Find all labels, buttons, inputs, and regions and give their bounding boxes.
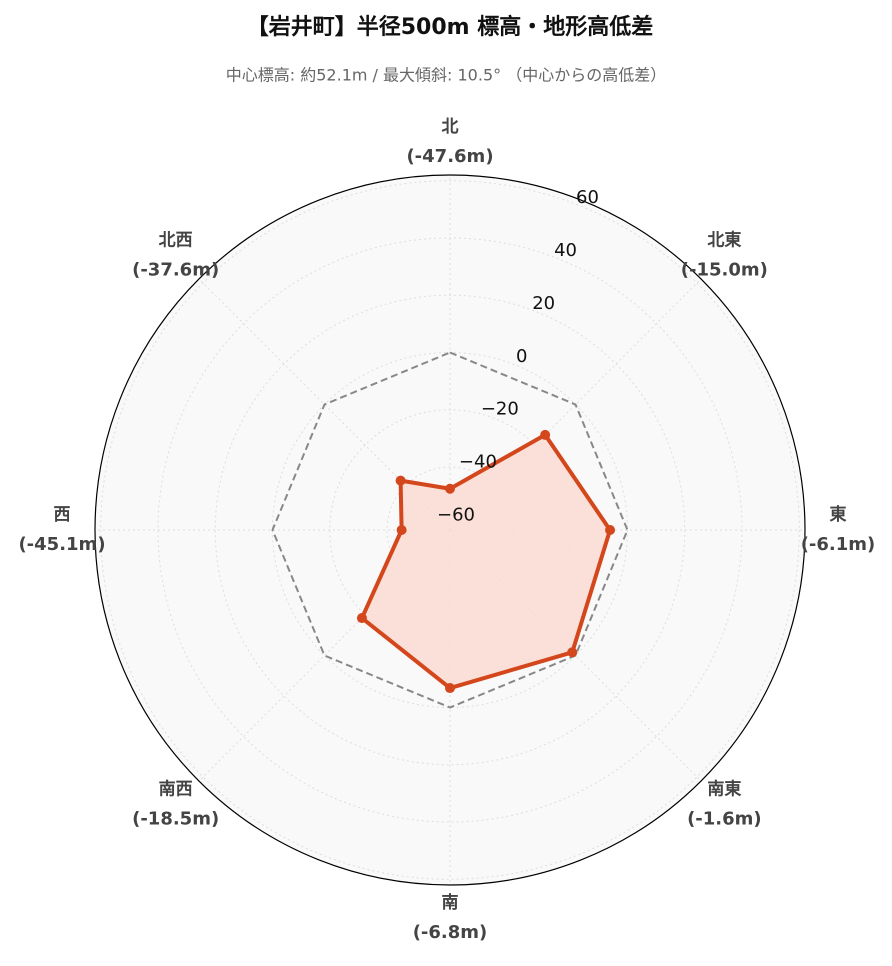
grid-spoke [449,529,702,782]
value-label: (-37.6m) [132,260,219,281]
r-tick-label: 0 [516,346,527,367]
r-tick-label: −20 [481,399,519,420]
value-label: (-1.6m) [687,808,762,829]
category-label: 北東 [707,230,741,251]
category-label: 南 [442,892,459,913]
value-label: (-47.6m) [406,146,493,167]
grid-spoke [449,278,702,531]
r-tick-label: 60 [576,187,599,208]
data-point [395,475,406,486]
category-label: 南西 [159,778,193,799]
data-point [396,525,407,535]
category-label: 西 [54,505,71,525]
r-tick-label: 20 [532,293,555,314]
grid-spoke [198,529,451,782]
grid-circle [100,180,800,880]
data-point [356,613,367,624]
data-point [445,483,455,494]
category-label: 東 [830,504,847,525]
chart-title: 【岩井町】半径500m 標高・地形高低差 [247,14,654,40]
value-label: (-6.1m) [801,534,876,555]
data-point [445,683,455,694]
grid-circle [157,237,743,823]
value-label: (-18.5m) [132,808,219,829]
value-label: (-6.8m) [413,922,488,943]
data-point [567,647,578,658]
reference-line [271,351,629,709]
data-point [605,525,616,535]
grid-circle [214,294,686,766]
category-label: 南東 [707,778,741,799]
category-label: 北 [442,117,459,137]
r-tick-label: −60 [437,504,475,525]
chart-subtitle: 中心標高: 約52.1m / 最大傾斜: 10.5° （中心からの高低差） [226,66,666,85]
plot-outline [94,174,806,886]
grid-spoke [198,278,451,531]
category-label: 北西 [159,231,193,251]
r-tick-label: 40 [554,240,577,261]
value-label: (-15.0m) [681,260,768,281]
value-label: (-45.1m) [18,534,105,555]
r-tick-label: −40 [459,452,497,473]
data-point [540,429,551,440]
